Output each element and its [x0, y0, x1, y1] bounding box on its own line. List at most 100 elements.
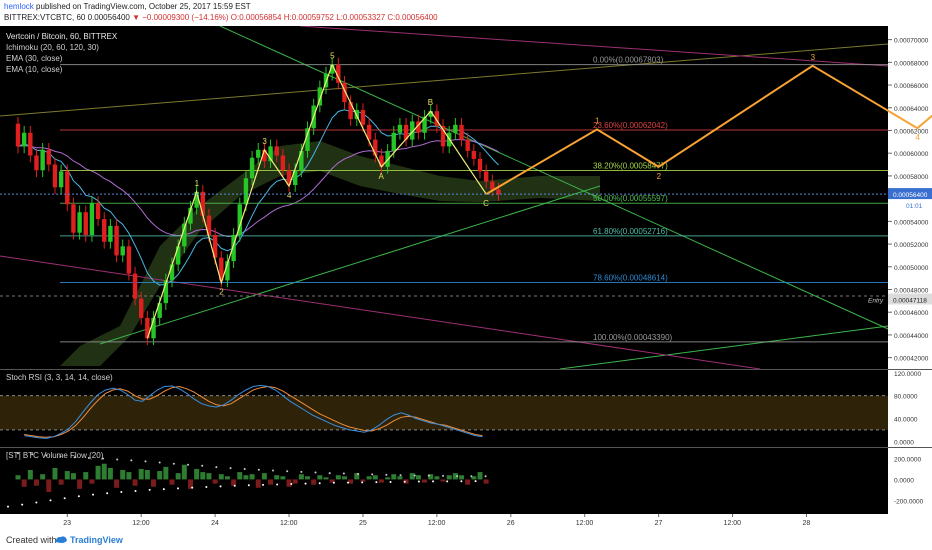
stoch-rsi-pane[interactable]: 120.0000 80.0000 40.0000 0.0000 Stoch RSI (…: [0, 370, 932, 447]
candle: [89, 196, 95, 242]
candle: [453, 117, 458, 140]
candle-body: [46, 149, 51, 165]
candle-body: [151, 317, 156, 339]
candle-body: [280, 155, 286, 171]
price-tick-label: 0.00060000: [894, 151, 929, 158]
candle-body: [157, 303, 162, 318]
volume-flow-dot-upper: [172, 462, 175, 465]
volume-flow-bar: [46, 479, 52, 492]
trendline-descending: [219, 26, 889, 330]
candle-body: [416, 121, 421, 133]
volume-flow-bar: [101, 463, 107, 480]
candle: [126, 239, 132, 281]
candle: [139, 291, 144, 325]
volume-flow-bar: [446, 475, 452, 480]
volume-flow-dot-lower: [332, 481, 335, 484]
candle: [268, 139, 273, 168]
volume-flow-dot-lower: [318, 482, 321, 485]
volume-flow-dot-upper: [427, 474, 430, 477]
candle: [34, 148, 39, 178]
volume-flow-title: [ST] BTC Volume Flow (20): [6, 451, 104, 460]
chart-panes[interactable]: 0.00%(0.00067803) 23.60%(0.00062042) 38.20…: [0, 26, 932, 531]
volume-flow-bar: [27, 470, 33, 480]
volume-flow-bar: [409, 473, 415, 480]
current-price-text: 0.00056400: [893, 192, 928, 199]
trendline-lower: [559, 325, 889, 370]
volume-flow-bar: [114, 479, 120, 488]
candle: [305, 121, 310, 158]
volume-flow-bar: [378, 479, 384, 483]
candle-body: [329, 64, 335, 74]
volume-flow-bar: [157, 471, 163, 480]
volume-flow-tick-label: 200.0000: [894, 456, 921, 463]
candle: [249, 150, 255, 186]
stoch-rsi-tick-label: 40.0000: [894, 416, 918, 423]
candle: [102, 212, 107, 249]
volume-flow-dot-upper: [215, 466, 218, 469]
projection-wave-label: 3: [811, 53, 816, 62]
volume-flow-bar: [274, 475, 280, 480]
volume-flow-bar: [268, 479, 274, 485]
fib-label: 61.80%(0.00052716): [593, 227, 668, 236]
candle-body: [274, 146, 279, 156]
entry-price-text: 0.00047118: [893, 298, 927, 305]
candle-body: [471, 150, 477, 159]
volume-flow-bar: [64, 471, 70, 480]
volume-flow-bar: [249, 474, 255, 480]
price-tick-label: 0.00046000: [894, 310, 929, 317]
volume-flow-bar: [385, 477, 391, 480]
volume-flow-bar: [83, 472, 89, 480]
volume-flow-pane[interactable]: 200.0000 0.0000 -200.0000 [ST] BTC Volume …: [0, 448, 932, 514]
candle-body: [465, 139, 470, 151]
volume-flow-bar: [452, 473, 458, 480]
candle-body: [40, 149, 45, 171]
volume-flow-dot-lower: [233, 484, 236, 487]
candle-body: [163, 280, 169, 304]
volume-flow-dot-upper: [201, 464, 204, 467]
price-tick-label: 0.00062000: [894, 128, 929, 135]
price-pane[interactable]: 0.00%(0.00067803) 23.60%(0.00062042) 38.20…: [0, 26, 932, 370]
volume-flow-bar: [305, 476, 311, 480]
volume-flow-dot-lower: [92, 493, 95, 496]
candle-body: [95, 203, 101, 220]
volume-flow-bar: [459, 475, 465, 480]
fib-label: 38.20%(0.00058477): [593, 162, 668, 171]
volume-flow-dot-lower: [347, 481, 350, 484]
candle: [52, 157, 58, 195]
volume-flow-dot-lower: [162, 488, 165, 491]
fib-label: 23.60%(0.00062042): [593, 121, 668, 130]
volume-flow-dot-lower: [134, 489, 137, 492]
candle: [243, 171, 249, 212]
time-axis[interactable]: 23 12:00 24 12:00 25 12:00 26 12:00 27 12:00 28: [0, 514, 932, 531]
time-tick-label: 12:00: [576, 520, 594, 527]
candle-body: [305, 128, 310, 151]
price-tick-label: 0.00050000: [894, 265, 929, 272]
volume-flow-dot-upper: [144, 460, 147, 463]
candle-body: [194, 191, 199, 208]
candle-body: [483, 171, 489, 182]
volume-flow-bar: [181, 464, 187, 480]
price-tick-label: 0.00068000: [894, 60, 929, 67]
volume-flow-bar: [218, 474, 224, 480]
volume-flow-dot-lower: [375, 481, 378, 484]
stoch-rsi-tick-label: 80.0000: [894, 394, 918, 401]
candle-body: [225, 261, 230, 281]
candle: [231, 228, 236, 268]
tradingview-brand[interactable]: TradingView: [70, 535, 123, 545]
candle: [373, 132, 378, 163]
volume-flow-bar: [200, 472, 206, 480]
author-link[interactable]: hemlock: [4, 2, 34, 11]
volume-flow-dot-upper: [73, 456, 76, 459]
candle-body: [428, 111, 433, 117]
price-tick-label: 0.00044000: [894, 333, 929, 340]
trendline-magenta-upper: [299, 26, 889, 67]
candle-body: [182, 223, 187, 247]
volume-flow-dot-lower: [120, 491, 123, 493]
candle: [262, 142, 267, 168]
candle-body: [132, 273, 138, 299]
current-price-tag: [888, 188, 932, 200]
candle-body: [21, 132, 27, 147]
candle-body: [83, 212, 88, 235]
candle-body: [249, 157, 255, 179]
volume-flow-bar: [261, 473, 267, 480]
